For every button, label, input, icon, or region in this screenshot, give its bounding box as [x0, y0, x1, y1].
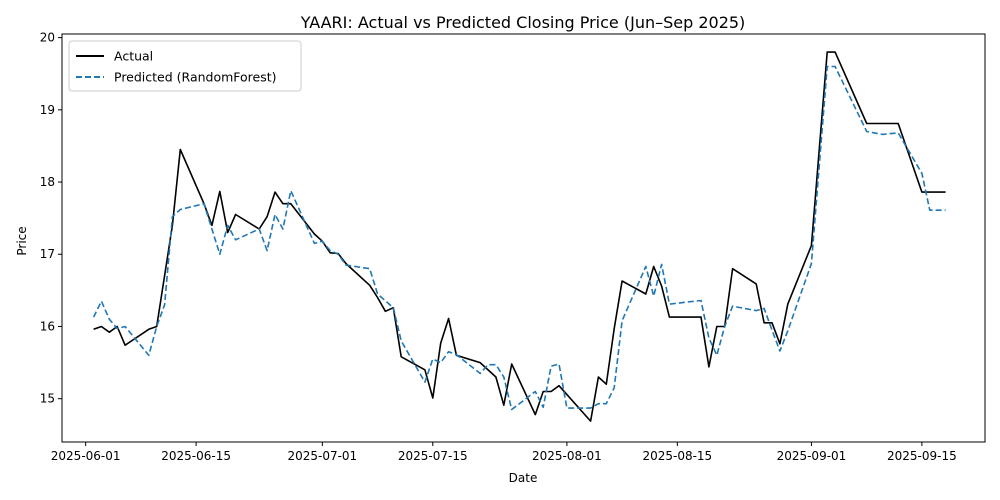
y-tick-label: 18: [40, 175, 55, 189]
axes-frame: [61, 33, 986, 443]
x-tick-label: 2025-09-15: [887, 449, 957, 463]
y-tick-label: 16: [40, 319, 55, 333]
x-tick-label: 2025-06-01: [51, 449, 121, 463]
legend-label-actual: Actual: [114, 49, 153, 64]
y-tick-label: 15: [40, 392, 55, 406]
x-tick-label: 2025-07-01: [287, 449, 357, 463]
y-tick-label: 19: [40, 103, 55, 117]
legend: Actual Predicted (RandomForest): [68, 40, 302, 92]
x-axis-title: Date: [509, 471, 538, 485]
y-axis-ticks: 15 16 17 18 19 20: [40, 31, 62, 406]
chart-title: YAARI: Actual vs Predicted Closing Price…: [300, 13, 746, 32]
legend-box: [68, 40, 302, 92]
y-tick-label: 20: [40, 31, 55, 45]
y-tick-label: 17: [40, 247, 55, 261]
x-tick-label: 2025-07-15: [398, 449, 468, 463]
x-tick-label: 2025-08-15: [642, 449, 712, 463]
series-layer: [92, 51, 946, 422]
series-line-actual: [93, 51, 946, 422]
legend-label-predicted: Predicted (RandomForest): [114, 70, 277, 85]
y-axis-title: Price: [15, 226, 29, 255]
x-tick-label: 2025-06-15: [161, 449, 231, 463]
x-tick-label: 2025-09-01: [777, 449, 847, 463]
x-tick-label: 2025-08-01: [532, 449, 602, 463]
x-axis-ticks: 2025-06-01 2025-06-15 2025-07-01 2025-07-15…: [51, 442, 957, 463]
series-line-predicted: [92, 65, 946, 411]
